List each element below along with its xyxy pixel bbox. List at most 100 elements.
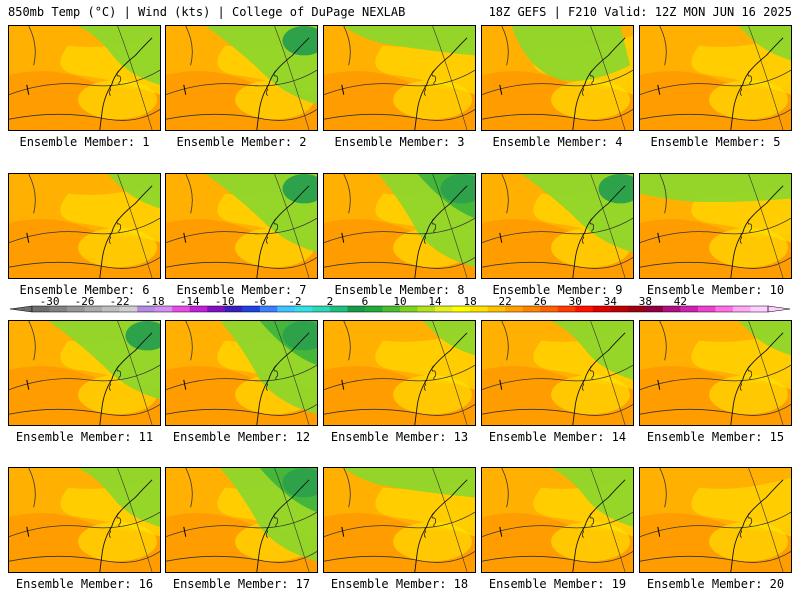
colorbar-swatch (435, 306, 453, 312)
temperature-map-3 (324, 26, 475, 130)
colorbar-swatch (32, 306, 50, 312)
ensemble-map-20 (639, 467, 792, 573)
ensemble-map-17 (165, 467, 318, 573)
temperature-map-12 (166, 321, 317, 425)
ensemble-map-8 (323, 173, 476, 279)
colorbar-swatch (715, 306, 734, 312)
ensemble-map-3 (323, 25, 476, 131)
model-run-info: 18Z GEFS | F210 Valid: 12Z MON JUN 16 20… (488, 5, 792, 19)
colorbar-right-arrow (767, 305, 791, 313)
temperature-map-8 (324, 174, 475, 278)
colorbar-swatch (329, 306, 348, 312)
ensemble-map-6 (8, 173, 161, 279)
ensemble-map-14 (481, 320, 634, 426)
ensemble-map-4 (481, 25, 634, 131)
colorbar-tick-label: 10 (393, 296, 406, 308)
colorbar-tick-label: 26 (534, 296, 547, 308)
colorbar-tick-label: -10 (215, 296, 235, 308)
colorbar-swatch (732, 306, 751, 312)
colorbar-tick-label: -18 (145, 296, 165, 308)
colorbar-swatch (750, 306, 769, 312)
chart-title: 850mb Temp (°C) | Wind (kts) | College o… (8, 5, 406, 19)
ensemble-member-label: Ensemble Member: 3 (334, 135, 465, 149)
ensemble-map-9 (481, 173, 634, 279)
colorbar-swatch (294, 306, 313, 312)
colorbar-swatch (277, 306, 296, 312)
ensemble-map-18 (323, 467, 476, 573)
colorbar-swatch (259, 306, 278, 312)
ensemble-map-10 (639, 173, 792, 279)
colorbar-swatch (417, 306, 436, 312)
temperature-map-2 (166, 26, 317, 130)
temperature-map-18 (324, 468, 475, 572)
ensemble-member-label: Ensemble Member: 2 (176, 135, 307, 149)
colorbar-tick-label: 42 (674, 296, 687, 308)
colorbar-swatch (522, 306, 541, 312)
colorbar-swatch (592, 306, 611, 312)
colorbar-swatch (49, 306, 68, 312)
colorbar-swatch (67, 306, 85, 312)
ensemble-map-15 (639, 320, 792, 426)
colorbar-swatch (557, 306, 576, 312)
colorbar-swatch (627, 306, 646, 312)
ensemble-member-label: Ensemble Member: 16 (15, 577, 154, 591)
colorbar-swatch (452, 306, 471, 312)
colorbar-swatch (207, 306, 226, 312)
ensemble-member-label: Ensemble Member: 1 (19, 135, 150, 149)
ensemble-map-1 (8, 25, 161, 131)
ensemble-member-label: Ensemble Member: 11 (15, 430, 154, 444)
ensemble-map-11 (8, 320, 161, 426)
ensemble-member-label: Ensemble Member: 18 (330, 577, 469, 591)
colorbar-swatch (224, 306, 243, 312)
temperature-map-19 (482, 468, 633, 572)
colorbar-swatch (470, 306, 488, 312)
ensemble-member-label: Ensemble Member: 17 (172, 577, 311, 591)
colorbar-swatch (347, 306, 366, 312)
temperature-map-6 (9, 174, 160, 278)
colorbar-swatch (312, 306, 331, 312)
colorbar-swatch (680, 306, 699, 312)
colorbar-swatch (697, 306, 716, 312)
colorbar-tick-label: -2 (288, 296, 301, 308)
colorbar-tick-label: -22 (110, 296, 130, 308)
temperature-map-1 (9, 26, 160, 130)
ensemble-map-19 (481, 467, 634, 573)
temperature-map-9 (482, 174, 633, 278)
colorbar-tick-label: -30 (40, 296, 60, 308)
colorbar-swatch (575, 306, 594, 312)
ensemble-map-13 (323, 320, 476, 426)
ensemble-member-label: Ensemble Member: 7 (176, 283, 307, 297)
colorbar-swatch (540, 306, 559, 312)
colorbar-tick-label: -6 (253, 296, 266, 308)
ensemble-member-label: Ensemble Member: 5 (650, 135, 781, 149)
ensemble-member-label: Ensemble Member: 13 (330, 430, 469, 444)
temperature-map-5 (640, 26, 791, 130)
colorbar-swatch (189, 306, 208, 312)
colorbar-tick-label: 30 (569, 296, 582, 308)
colorbar-tick-label: 34 (604, 296, 618, 308)
ensemble-map-12 (165, 320, 318, 426)
ensemble-member-label: Ensemble Member: 19 (488, 577, 627, 591)
ensemble-member-label: Ensemble Member: 9 (492, 283, 623, 297)
colorbar-tick-label: 2 (327, 296, 334, 308)
colorbar-tick-label: 22 (499, 296, 512, 308)
colorbar-swatch (505, 306, 523, 312)
colorbar-swatch (172, 306, 191, 312)
colorbar-tick-label: 38 (639, 296, 652, 308)
temperature-map-11 (9, 321, 160, 425)
temperature-colorbar: -30 -26 -22 -18 -14 -10 -6 -2 2 6 10 14 18 22 26 30 34 38… (9, 296, 791, 313)
temperature-map-17 (166, 468, 317, 572)
colorbar-swatch (154, 306, 173, 312)
temperature-map-15 (640, 321, 791, 425)
colorbar-swatch (84, 306, 103, 312)
ensemble-member-label: Ensemble Member: 4 (492, 135, 623, 149)
colorbar-left-arrow (9, 305, 33, 313)
colorbar-swatch (645, 306, 664, 312)
temperature-map-7 (166, 174, 317, 278)
colorbar-swatch (137, 306, 155, 312)
colorbar-swatch (610, 306, 629, 312)
colorbar-tick-label: 18 (463, 296, 476, 308)
ensemble-member-label: Ensemble Member: 15 (646, 430, 785, 444)
ensemble-map-5 (639, 25, 792, 131)
temperature-map-10 (640, 174, 791, 278)
